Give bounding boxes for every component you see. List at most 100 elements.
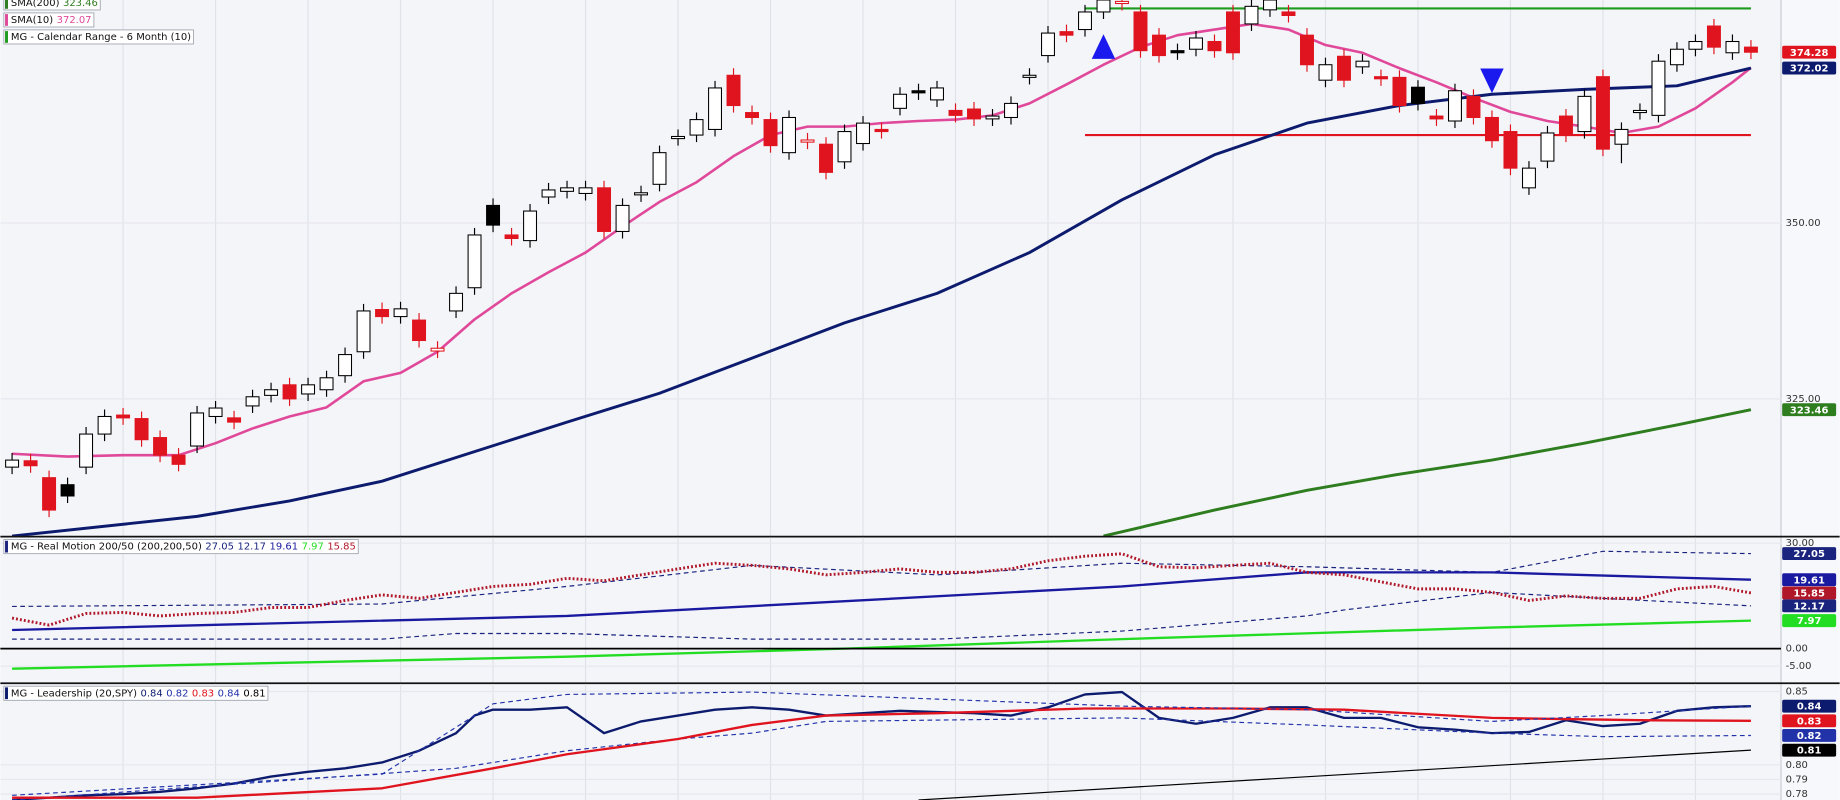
y-tick-label: 0.80 (1786, 760, 1808, 771)
candle-body (153, 437, 168, 456)
series-line (12, 571, 1751, 632)
legend-swatch (5, 0, 8, 9)
legend-value: 12.17 (237, 542, 266, 553)
candle-body (1207, 40, 1222, 52)
axis-value-box (1782, 45, 1837, 59)
candle-body (1632, 109, 1647, 114)
legend-box (3, 0, 101, 11)
legend-box (3, 12, 95, 28)
candle-body (1133, 11, 1148, 52)
axis-value-box (1782, 599, 1837, 613)
series-line (12, 691, 1751, 796)
candle-body (171, 454, 186, 465)
legend-value: 323.46 (63, 0, 98, 9)
legend-box (3, 29, 194, 45)
candle-body (708, 87, 723, 130)
candle-body (1336, 55, 1351, 81)
legend-value: 0.83 (192, 688, 214, 699)
candle-body (1447, 90, 1462, 122)
candle-body (578, 187, 593, 194)
candle-body (393, 308, 408, 318)
panel-title: MG - Leadership (20,SPY) (11, 688, 137, 699)
candle-body (1521, 167, 1536, 189)
candle-body (856, 122, 870, 145)
axis-value-label: 372.02 (1790, 64, 1829, 75)
axis-value-label: 0.84 (1797, 702, 1822, 713)
plot-background (0, 0, 1781, 800)
candle-body (1558, 115, 1573, 136)
axis-value-box (1782, 714, 1837, 728)
legend-value: 0.81 (243, 688, 265, 699)
axis-value-label: 0.81 (1797, 746, 1822, 757)
candle-body (134, 418, 149, 441)
candle-body (1059, 31, 1074, 36)
series-line (12, 22, 1752, 458)
legend-box (3, 539, 359, 555)
candle-body (911, 90, 926, 94)
y-tick-label: 325.00 (1786, 394, 1821, 405)
candle-body (1540, 132, 1555, 162)
candle-body (245, 396, 260, 407)
series-line (12, 550, 1751, 608)
panel-title: MG - Real Motion 200/50 (200,200,50) (11, 542, 202, 553)
candle-body (1263, 0, 1277, 11)
candle-body (671, 135, 686, 140)
candle-body (1373, 76, 1388, 80)
candle-body (689, 119, 704, 136)
candle-body (375, 309, 390, 318)
candle-body (948, 109, 963, 116)
candle-body (1429, 115, 1444, 120)
candle-body (208, 407, 223, 418)
candle-body (1355, 60, 1370, 68)
candle-body (282, 384, 297, 400)
candle-body (819, 143, 833, 173)
series-line (12, 619, 1751, 670)
candle-body (79, 433, 94, 468)
candle-body (467, 234, 482, 289)
panel (0, 0, 1781, 537)
panel (0, 683, 1781, 800)
legend-label: SMA(10) (11, 15, 53, 26)
candle-body (1484, 116, 1499, 142)
candle-body (23, 460, 38, 467)
candle-body (1115, 0, 1129, 5)
series-line (12, 707, 1751, 799)
candle-body (301, 384, 316, 395)
axis-value-label: 0.82 (1797, 731, 1822, 742)
series-line (11, 66, 1752, 537)
axis-value-box (1782, 743, 1837, 757)
candle-body (449, 292, 464, 312)
axis-value-box (1782, 614, 1837, 628)
candle-body (726, 74, 741, 107)
legend-value: 27.05 (205, 542, 234, 553)
legend-value: 19.61 (270, 542, 299, 553)
y-tick-label: 350.00 (1786, 218, 1821, 229)
candle-body (97, 415, 112, 435)
candle-body (800, 139, 815, 143)
candle-body (1743, 46, 1758, 53)
candle-body (190, 412, 205, 447)
legend-swatch (5, 540, 8, 553)
y-tick-label: 30.00 (1786, 538, 1815, 549)
axis-value-box (1782, 547, 1837, 561)
candle-body (837, 131, 852, 163)
candle-body (874, 128, 889, 133)
signal-arrow (1480, 68, 1504, 94)
candle-body (1669, 48, 1684, 66)
axis-value-label: 374.28 (1790, 48, 1829, 59)
legend-swatch (5, 14, 8, 26)
candle-body (1614, 128, 1629, 145)
candle-body (42, 477, 57, 511)
axis-value-box (1782, 61, 1837, 75)
series-line (12, 690, 1751, 800)
candle-body (60, 484, 75, 497)
candle-body (1392, 76, 1407, 107)
candle-body (1004, 102, 1018, 119)
candle-body (930, 87, 944, 101)
candle-body (1170, 50, 1185, 54)
axis-value-label: 0.83 (1797, 716, 1822, 727)
candle-body (5, 459, 20, 468)
candle-body (1577, 95, 1592, 133)
